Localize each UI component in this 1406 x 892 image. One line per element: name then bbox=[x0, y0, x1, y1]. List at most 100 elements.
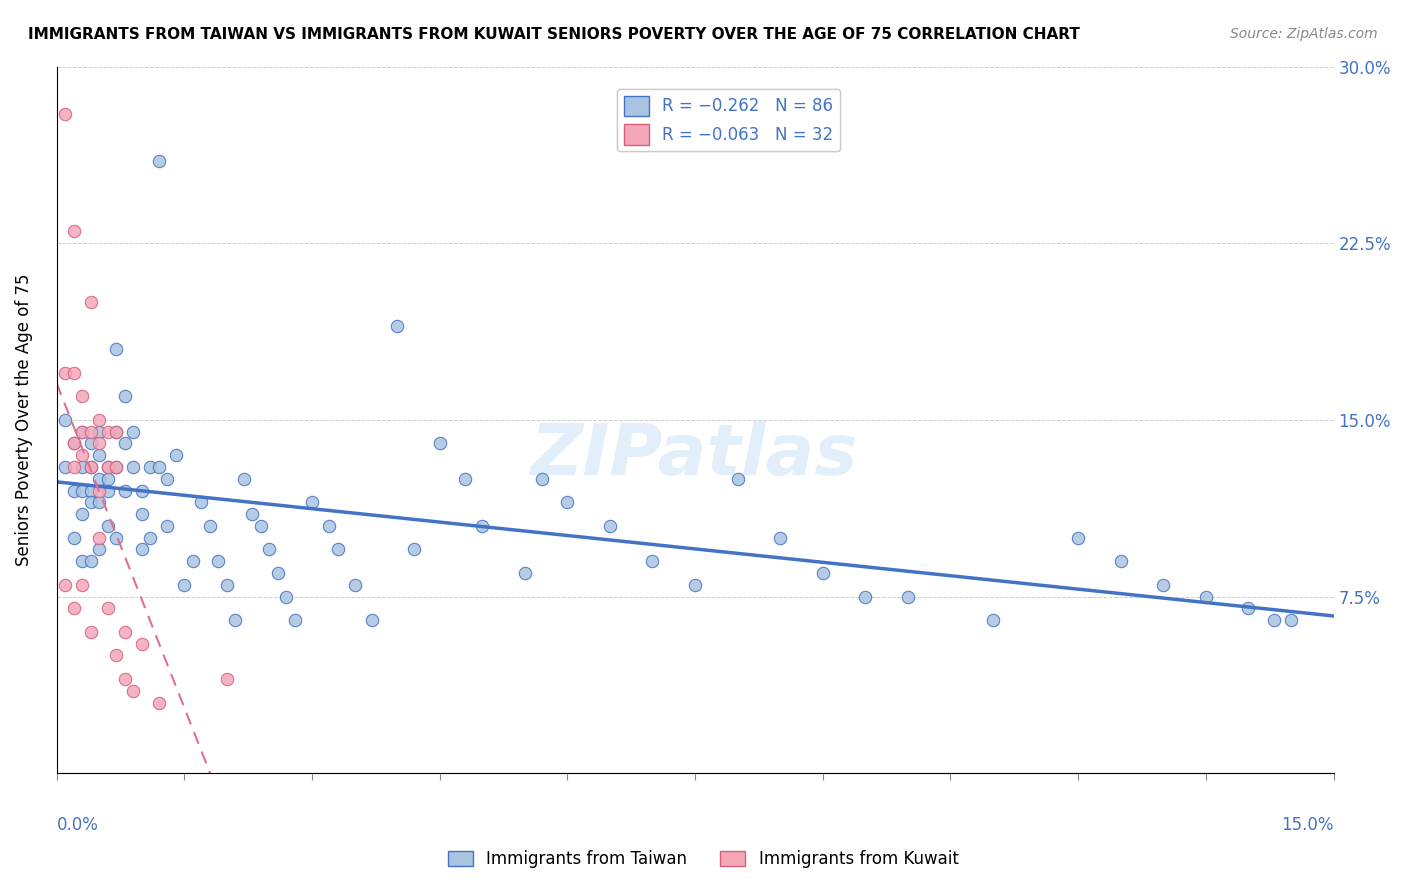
Point bbox=[62, 436, 84, 450]
Point bbox=[156, 519, 179, 533]
Point bbox=[79, 624, 101, 639]
Point bbox=[114, 389, 136, 403]
Point bbox=[97, 601, 120, 615]
Point bbox=[215, 672, 238, 686]
Point bbox=[105, 425, 128, 439]
Text: ZIPatlas: ZIPatlas bbox=[531, 421, 859, 490]
Point bbox=[181, 554, 204, 568]
Point bbox=[89, 425, 111, 439]
Point bbox=[89, 495, 111, 509]
Point bbox=[301, 495, 323, 509]
Point bbox=[53, 460, 76, 475]
Point bbox=[530, 472, 553, 486]
Point bbox=[454, 472, 477, 486]
Point bbox=[114, 624, 136, 639]
Point bbox=[207, 554, 229, 568]
Legend: R = −0.262   N = 86, R = −0.063   N = 32: R = −0.262 N = 86, R = −0.063 N = 32 bbox=[617, 89, 839, 152]
Point bbox=[62, 436, 84, 450]
Point bbox=[89, 436, 111, 450]
Point bbox=[70, 483, 93, 498]
Text: 0.0%: 0.0% bbox=[56, 815, 98, 834]
Point bbox=[89, 448, 111, 462]
Point bbox=[404, 542, 426, 557]
Point bbox=[97, 519, 120, 533]
Point bbox=[259, 542, 281, 557]
Point bbox=[148, 460, 170, 475]
Point bbox=[471, 519, 494, 533]
Point bbox=[62, 224, 84, 238]
Point bbox=[250, 519, 273, 533]
Point bbox=[79, 460, 101, 475]
Point bbox=[284, 613, 307, 627]
Point bbox=[114, 672, 136, 686]
Point bbox=[89, 472, 111, 486]
Point bbox=[62, 483, 84, 498]
Point bbox=[70, 425, 93, 439]
Point bbox=[62, 531, 84, 545]
Point bbox=[318, 519, 340, 533]
Point bbox=[97, 472, 120, 486]
Point bbox=[727, 472, 749, 486]
Point bbox=[53, 413, 76, 427]
Point bbox=[53, 366, 76, 380]
Point bbox=[139, 460, 162, 475]
Point bbox=[429, 436, 451, 450]
Point bbox=[97, 425, 120, 439]
Point bbox=[105, 460, 128, 475]
Point bbox=[53, 578, 76, 592]
Point bbox=[79, 295, 101, 310]
Point bbox=[62, 366, 84, 380]
Point bbox=[513, 566, 536, 580]
Point bbox=[89, 542, 111, 557]
Point bbox=[343, 578, 366, 592]
Point bbox=[267, 566, 290, 580]
Point bbox=[79, 436, 101, 450]
Point bbox=[97, 460, 120, 475]
Point bbox=[131, 637, 153, 651]
Point bbox=[70, 554, 93, 568]
Point bbox=[70, 578, 93, 592]
Point bbox=[79, 460, 101, 475]
Point bbox=[897, 590, 920, 604]
Point bbox=[769, 531, 792, 545]
Point bbox=[1263, 613, 1285, 627]
Point bbox=[981, 613, 1004, 627]
Point bbox=[139, 531, 162, 545]
Point bbox=[224, 613, 246, 627]
Point bbox=[70, 448, 93, 462]
Point bbox=[105, 460, 128, 475]
Point bbox=[242, 507, 264, 521]
Point bbox=[198, 519, 221, 533]
Point bbox=[97, 460, 120, 475]
Point bbox=[360, 613, 382, 627]
Point bbox=[131, 542, 153, 557]
Text: Source: ZipAtlas.com: Source: ZipAtlas.com bbox=[1230, 27, 1378, 41]
Point bbox=[105, 531, 128, 545]
Point bbox=[53, 106, 76, 120]
Point bbox=[148, 153, 170, 168]
Point bbox=[1109, 554, 1132, 568]
Point bbox=[148, 696, 170, 710]
Point bbox=[683, 578, 706, 592]
Text: IMMIGRANTS FROM TAIWAN VS IMMIGRANTS FROM KUWAIT SENIORS POVERTY OVER THE AGE OF: IMMIGRANTS FROM TAIWAN VS IMMIGRANTS FRO… bbox=[28, 27, 1080, 42]
Point bbox=[276, 590, 298, 604]
Point bbox=[105, 648, 128, 663]
Point bbox=[89, 483, 111, 498]
Point bbox=[385, 318, 408, 333]
Point bbox=[232, 472, 254, 486]
Point bbox=[114, 436, 136, 450]
Point bbox=[97, 483, 120, 498]
Point bbox=[1279, 613, 1302, 627]
Point bbox=[326, 542, 349, 557]
Point bbox=[1067, 531, 1090, 545]
Point bbox=[131, 507, 153, 521]
Point bbox=[599, 519, 621, 533]
Point bbox=[215, 578, 238, 592]
Point bbox=[1152, 578, 1174, 592]
Point bbox=[1195, 590, 1218, 604]
Y-axis label: Seniors Poverty Over the Age of 75: Seniors Poverty Over the Age of 75 bbox=[15, 274, 32, 566]
Point bbox=[557, 495, 579, 509]
Point bbox=[79, 425, 101, 439]
Point bbox=[122, 425, 145, 439]
Point bbox=[105, 425, 128, 439]
